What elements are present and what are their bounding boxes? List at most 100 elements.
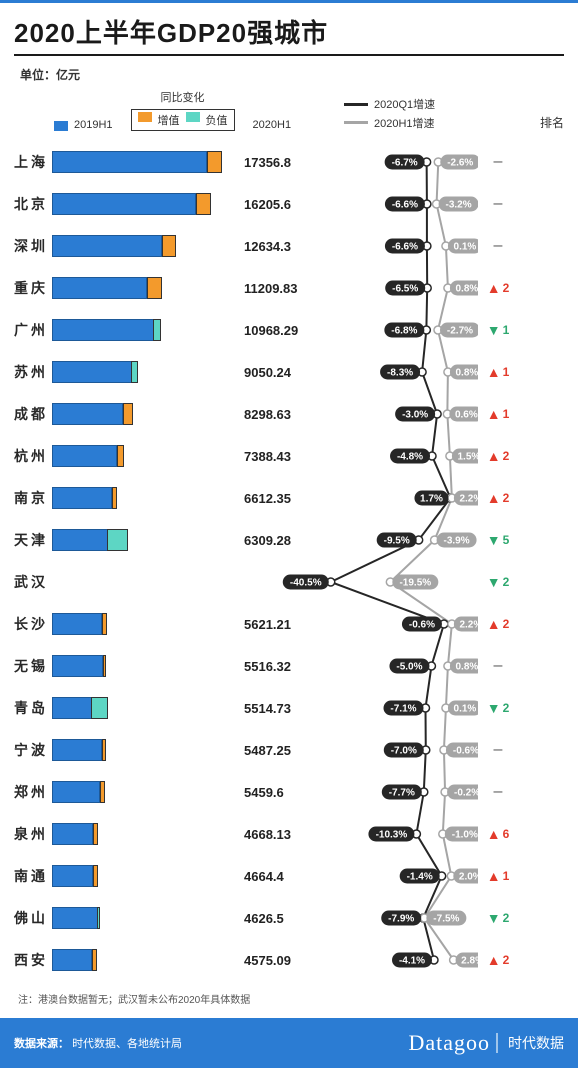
table-row: 广州 10968.29 ▼1	[14, 309, 564, 351]
table-row: 重庆 11209.83 ▲2	[14, 267, 564, 309]
rank-change: –	[474, 153, 522, 171]
growth-cell	[318, 603, 474, 645]
city-name: 西安	[14, 950, 52, 970]
gdp-bar	[52, 739, 238, 761]
legend-decrease-label: 负值	[206, 112, 228, 128]
title-underline	[14, 54, 564, 56]
source-bar: 数据来源： 时代数据、各地统计局 Datagoo 时代数据	[0, 1018, 578, 1068]
gdp-bar	[52, 949, 238, 971]
growth-cell	[318, 267, 474, 309]
table-row: 佛山 4626.5 ▼2	[14, 897, 564, 939]
gdp-bar	[52, 781, 238, 803]
rank-change: ▲2	[474, 616, 522, 632]
gdp-value: 5516.32	[244, 659, 318, 674]
top-accent	[0, 0, 578, 3]
city-name: 杭州	[14, 446, 52, 466]
rank-change: –	[474, 741, 522, 759]
city-name: 上海	[14, 152, 52, 172]
table-row: 泉州 4668.13 ▲6	[14, 813, 564, 855]
city-name: 青岛	[14, 698, 52, 718]
gdp-bar	[52, 151, 238, 173]
rank-change: –	[474, 195, 522, 213]
gdp-bar	[52, 571, 238, 593]
gdp-value: 17356.8	[244, 155, 318, 170]
legend: 2019H1 同比变化 增值 负值 2020H1 2020Q1增速	[14, 89, 564, 131]
growth-cell	[318, 519, 474, 561]
gdp-value: 10968.29	[244, 323, 318, 338]
gdp-value: 5621.21	[244, 617, 318, 632]
gdp-value: 8298.63	[244, 407, 318, 422]
city-name: 广州	[14, 320, 52, 340]
gdp-bar	[52, 361, 238, 383]
legend-left: 2019H1 同比变化 增值 负值 2020H1	[14, 89, 344, 131]
growth-cell	[318, 183, 474, 225]
legend-h1-label: 2020H1增速	[374, 115, 435, 131]
footnote: 注：港澳台数据暂无；武汉暂未公布2020年具体数据	[18, 991, 564, 1006]
brand-en: Datagoo	[408, 1030, 490, 1056]
growth-cell	[318, 309, 474, 351]
gdp-value: 4664.4	[244, 869, 318, 884]
table-row: 青岛 5514.73 ▼2	[14, 687, 564, 729]
gdp-value: 7388.43	[244, 449, 318, 464]
swatch-increase	[138, 112, 152, 122]
legend-change-group-label: 同比变化	[161, 89, 205, 105]
city-name: 宁波	[14, 740, 52, 760]
growth-cell	[318, 771, 474, 813]
rank-change: ▲2	[474, 280, 522, 296]
growth-cell	[318, 687, 474, 729]
swatch-decrease	[186, 112, 200, 122]
gdp-bar	[52, 319, 238, 341]
table-row: 宁波 5487.25 –	[14, 729, 564, 771]
rank-change: ▲6	[474, 826, 522, 842]
swatch-q1-line	[344, 103, 368, 106]
gdp-value: 12634.3	[244, 239, 318, 254]
gdp-bar	[52, 277, 238, 299]
data-rows: 上海 17356.8 – 北京 16205.6 – 深圳 12634.3 – 重…	[14, 141, 564, 981]
brand-cn: 时代数据	[496, 1033, 564, 1053]
gdp-value: 6612.35	[244, 491, 318, 506]
city-name: 北京	[14, 194, 52, 214]
growth-cell	[318, 939, 474, 981]
gdp-bar	[52, 529, 238, 551]
rank-change: ▼2	[474, 574, 522, 590]
city-name: 深圳	[14, 236, 52, 256]
table-row: 深圳 12634.3 –	[14, 225, 564, 267]
gdp-value: 16205.6	[244, 197, 318, 212]
page-title: 2020上半年GDP20强城市	[14, 13, 564, 50]
city-name: 南通	[14, 866, 52, 886]
legend-2020h1-label: 2020H1	[253, 119, 292, 131]
unit-label: 单位：亿元	[20, 66, 564, 83]
rank-change: ▼5	[474, 532, 522, 548]
city-name: 佛山	[14, 908, 52, 928]
growth-cell	[318, 561, 474, 603]
rank-change: ▲2	[474, 952, 522, 968]
swatch-2019h1	[54, 121, 68, 131]
table-row: 西安 4575.09 ▲2	[14, 939, 564, 981]
legend-2019h1-label: 2019H1	[74, 119, 113, 131]
city-name: 南京	[14, 488, 52, 508]
growth-cell	[318, 141, 474, 183]
rank-change: ▲1	[474, 868, 522, 884]
growth-cell	[318, 855, 474, 897]
city-name: 天津	[14, 530, 52, 550]
rank-change: –	[474, 783, 522, 801]
gdp-bar	[52, 697, 238, 719]
gdp-value: 5514.73	[244, 701, 318, 716]
gdp-value: 5487.25	[244, 743, 318, 758]
city-name: 成都	[14, 404, 52, 424]
gdp-bar	[52, 487, 238, 509]
table-row: 苏州 9050.24 ▲1	[14, 351, 564, 393]
rank-change: –	[474, 657, 522, 675]
rank-change: ▼2	[474, 910, 522, 926]
table-row: 成都 8298.63 ▲1	[14, 393, 564, 435]
table-row: 北京 16205.6 –	[14, 183, 564, 225]
legend-right: 2020Q1增速 2020H1增速 排名	[344, 96, 564, 131]
growth-cell	[318, 729, 474, 771]
gdp-bar	[52, 235, 238, 257]
growth-cell	[318, 813, 474, 855]
growth-cell	[318, 435, 474, 477]
legend-increase-label: 增值	[158, 112, 180, 128]
city-name: 武汉	[14, 572, 52, 592]
gdp-value: 4668.13	[244, 827, 318, 842]
gdp-bar	[52, 907, 238, 929]
